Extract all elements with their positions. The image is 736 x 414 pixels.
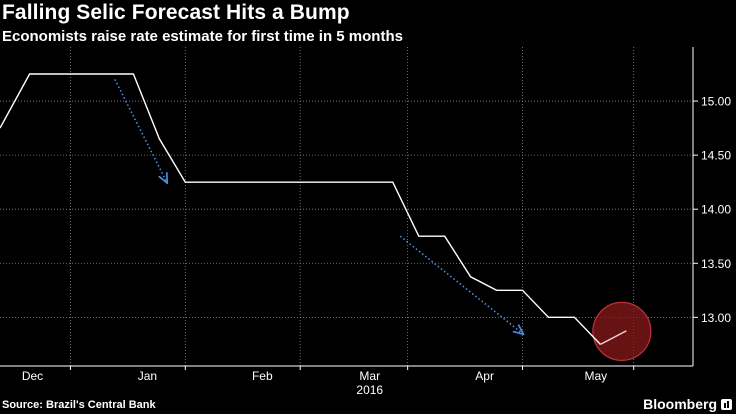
chart-title: Falling Selic Forecast Hits a Bump: [2, 1, 350, 24]
y-tick-label: 14.50: [701, 149, 731, 163]
x-tick-label: Feb: [252, 369, 273, 383]
x-tick-label: Mar: [359, 369, 380, 383]
y-tick-label: 13.00: [701, 311, 731, 325]
source-note: Source: Brazil's Central Bank: [2, 399, 156, 411]
chart-subtitle: Economists raise rate estimate for first…: [2, 28, 403, 45]
y-tick-label: 13.50: [701, 257, 731, 271]
bloomberg-terminal-icon: [721, 398, 732, 410]
x-tick-label: Jan: [138, 369, 157, 383]
highlight-circle: [592, 301, 652, 361]
trend-arrow: [114, 79, 167, 182]
brand-name: Bloomberg: [643, 396, 717, 412]
x-tick-label: May: [584, 369, 607, 383]
series-uptick-segment: [600, 330, 627, 346]
y-tick-label: 15.00: [701, 95, 731, 109]
x-year-label: 2016: [356, 383, 383, 397]
bloomberg-logo: Bloomberg: [643, 396, 732, 412]
x-tick-label: Apr: [475, 369, 494, 383]
series-line: [0, 73, 601, 345]
trend-arrow: [399, 235, 522, 333]
x-tick-label: Dec: [22, 369, 43, 383]
y-tick-label: 14.00: [701, 203, 731, 217]
